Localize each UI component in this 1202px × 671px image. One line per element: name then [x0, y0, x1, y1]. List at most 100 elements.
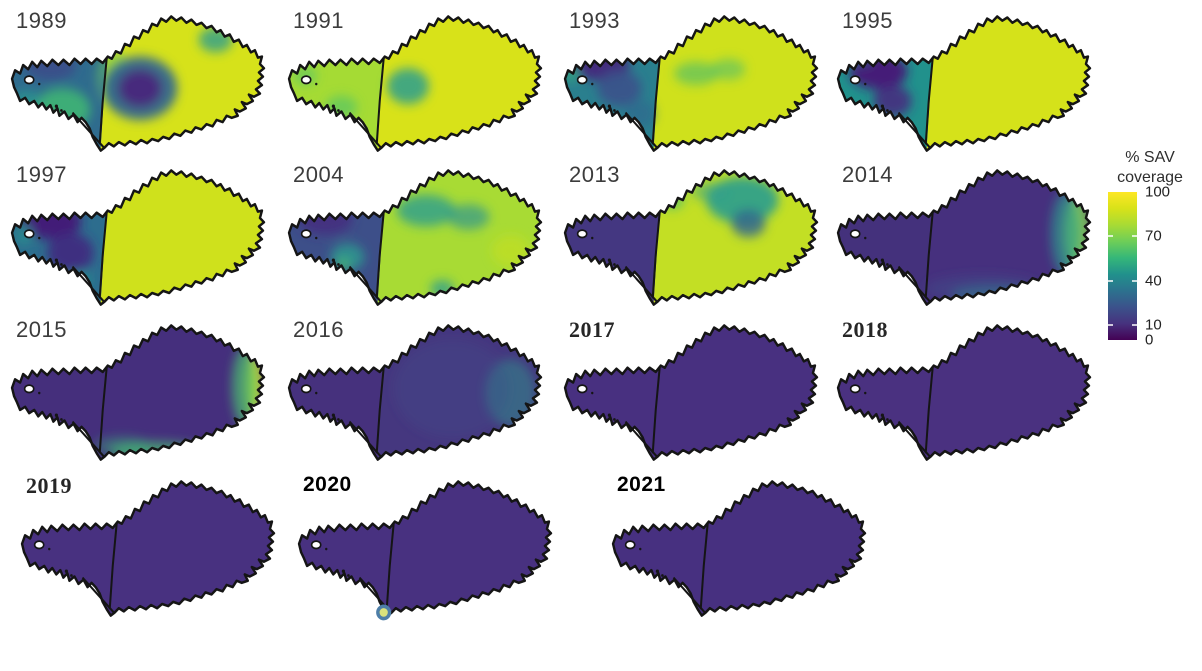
canal-line — [71, 265, 106, 304]
map-panel-2014: 2014 — [832, 162, 1094, 312]
legend-title: % SAV coverage — [1100, 148, 1200, 188]
map-panel-1989: 1989 — [6, 8, 268, 158]
island-hole — [849, 75, 861, 85]
causeway-line — [651, 366, 661, 454]
causeway-line — [651, 57, 661, 145]
island-hole — [300, 75, 312, 85]
island-hole — [33, 540, 45, 550]
sav-map-1995 — [836, 15, 1092, 152]
year-label-2015: 2015 — [16, 317, 67, 342]
causeway-line — [699, 522, 709, 610]
year-label-2016: 2016 — [293, 317, 344, 342]
island-hole — [23, 75, 35, 85]
sav-map-2017 — [563, 324, 819, 461]
colorbar-tick-label-10: 10 — [1145, 316, 1162, 334]
year-label-1989: 1989 — [16, 8, 67, 33]
year-label-2018: 2018 — [842, 317, 888, 342]
colorbar-legend: % SAV coverage 100 70 40 10 0 — [1100, 148, 1200, 358]
year-label-2004: 2004 — [293, 162, 344, 187]
canal-line — [81, 576, 116, 615]
canal-line — [897, 111, 932, 150]
year-label-2020: 2020 — [303, 473, 352, 496]
lake-outline — [10, 15, 266, 152]
sav-map-2019 — [20, 480, 276, 617]
island-hole — [23, 229, 35, 239]
year-label-1995: 1995 — [842, 8, 893, 33]
lake-outline — [563, 169, 819, 306]
island-hole — [310, 540, 322, 550]
colorbar-tick-mark — [1132, 235, 1137, 238]
canal-line — [624, 265, 659, 304]
island-hole — [624, 540, 636, 550]
sav-map-2016 — [287, 324, 543, 461]
causeway-line — [98, 57, 108, 145]
canal-line — [348, 420, 383, 459]
year-label-2017: 2017 — [569, 317, 615, 342]
lake-outline — [836, 324, 1092, 461]
canal-line — [71, 111, 106, 150]
causeway-line — [924, 211, 934, 299]
colorbar-tick-mark — [1108, 235, 1113, 238]
sav-map-2018 — [836, 324, 1092, 461]
year-label-2013: 2013 — [569, 162, 620, 187]
canal-line — [897, 265, 932, 304]
year-label-1991: 1991 — [293, 8, 344, 33]
causeway-line — [375, 57, 385, 145]
site-marker — [376, 604, 392, 621]
map-panel-1993: 1993 — [559, 8, 821, 158]
lake-outline — [563, 324, 819, 461]
map-panel-1991: 1991 — [283, 8, 545, 158]
map-panel-1997: 1997 — [6, 162, 268, 312]
sav-map-2020 — [297, 480, 553, 621]
lake-outline — [20, 480, 276, 617]
lake-outline — [287, 169, 543, 306]
sav-map-2015 — [10, 324, 266, 461]
canal-line — [897, 420, 932, 459]
causeway-line — [375, 366, 385, 454]
causeway-line — [924, 57, 934, 145]
lake-outline — [836, 169, 1092, 306]
map-panel-2015: 2015 — [6, 317, 268, 467]
sav-map-2021 — [611, 480, 867, 617]
island-hole — [23, 384, 35, 394]
causeway-line — [108, 522, 118, 610]
lake-outline — [297, 480, 553, 617]
colorbar-tick-mark — [1132, 279, 1137, 282]
year-label-2014: 2014 — [842, 162, 893, 187]
colorbar-tick-label-70: 70 — [1145, 227, 1162, 245]
colorbar-tick-mark — [1108, 279, 1113, 282]
causeway-line — [651, 211, 661, 299]
canal-line — [71, 420, 106, 459]
map-panel-2021: 2021 — [607, 473, 869, 623]
sav-map-2014 — [836, 169, 1092, 306]
lake-outline — [10, 324, 266, 461]
canal-line — [624, 420, 659, 459]
island-hole — [300, 384, 312, 394]
map-panel-2016: 2016 — [283, 317, 545, 467]
island-hole — [576, 75, 588, 85]
year-label-2019: 2019 — [26, 473, 72, 498]
colorbar — [1108, 192, 1137, 340]
lake-outline — [611, 480, 867, 617]
colorbar-tick-label-0: 0 — [1145, 331, 1154, 349]
island-hole — [300, 229, 312, 239]
lake-outline — [287, 324, 543, 461]
island-hole — [849, 229, 861, 239]
sav-map-1989 — [10, 15, 266, 152]
causeway-line — [98, 366, 108, 454]
causeway-line — [98, 211, 108, 299]
colorbar-tick-mark — [1132, 324, 1137, 327]
lake-outline — [836, 15, 1092, 152]
sav-map-1997 — [10, 169, 266, 306]
causeway-line — [385, 522, 395, 610]
lake-outline — [10, 169, 266, 306]
canal-line — [624, 111, 659, 150]
map-panel-2013: 2013 — [559, 162, 821, 312]
canal-line — [672, 576, 707, 615]
island-hole — [576, 229, 588, 239]
map-panel-2018: 2018 — [832, 317, 1094, 467]
lake-outline — [563, 15, 819, 152]
sav-map-1993 — [563, 15, 819, 152]
canal-line — [348, 111, 383, 150]
